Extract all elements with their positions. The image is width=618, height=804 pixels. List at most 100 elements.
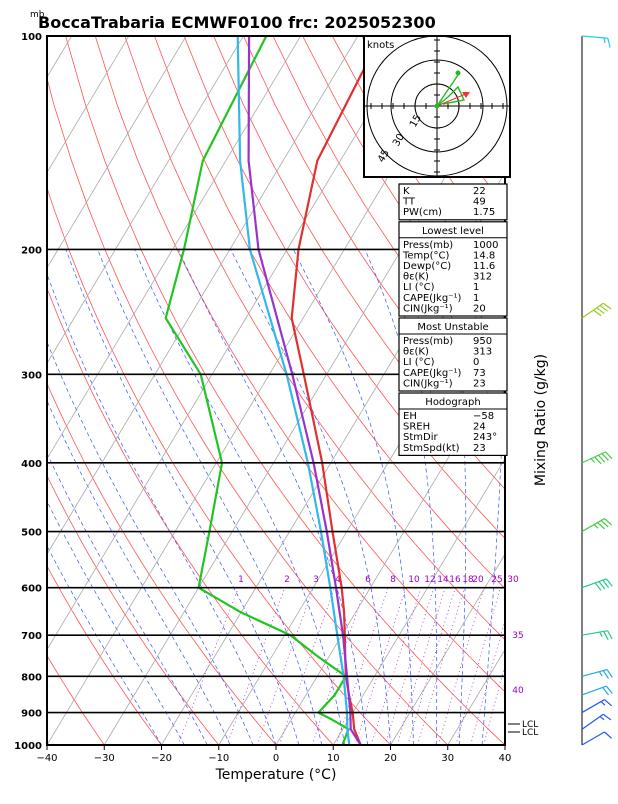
isotherm — [0, 36, 129, 745]
moist-adiabat — [38, 249, 276, 745]
barb-staff — [582, 732, 605, 745]
hodograph-table-header: Hodograph — [425, 397, 480, 408]
p-tick-label: 600 — [21, 584, 42, 595]
dry-adiabat — [510, 36, 618, 745]
hodograph-table-row-value: 243° — [473, 432, 497, 443]
barb-flag — [593, 310, 601, 316]
wind-barb — [582, 303, 611, 318]
mixing-ratio-label: 40 — [512, 686, 524, 696]
moist-adiabat — [0, 249, 207, 745]
mixing-ratio-label: 8 — [390, 575, 396, 585]
hodograph-table-row-label: StmDir — [403, 432, 438, 443]
lowest-level-row-label: Temp(°C) — [402, 250, 450, 261]
mixing-ratio-line — [178, 588, 239, 745]
pressure-unit-label: mb — [30, 10, 45, 20]
lowest-level-row-value: 1 — [473, 293, 479, 304]
moist-adiabat — [66, 249, 299, 745]
mixing-ratio-label: 14 — [437, 575, 449, 585]
indices-row-label: K — [403, 186, 410, 197]
dry-adiabat — [6, 36, 390, 745]
most-unstable-row-value: 0 — [473, 357, 479, 368]
lowest-level-row-value: 20 — [473, 303, 486, 314]
lowest-level-row-label: LI (°C) — [403, 282, 435, 293]
mixing-ratio-label: 6 — [365, 575, 371, 585]
mixing-ratio-line — [408, 588, 456, 745]
mixing-ratio-label: 35 — [512, 631, 523, 641]
hodograph-table-row-label: StmSpd(kt) — [403, 443, 460, 454]
barb-flag — [604, 631, 609, 639]
p-tick-label: 300 — [21, 370, 42, 381]
lowest-level-row-label: Press(mb) — [403, 240, 453, 251]
p-tick-label: 1000 — [14, 741, 42, 752]
mixing-ratio-line — [280, 588, 335, 745]
barb-flag — [605, 732, 612, 738]
x-tick-label: 40 — [499, 753, 512, 764]
lowest-level-row-label: θε(K) — [403, 272, 429, 283]
lowest-level-header: Lowest level — [422, 226, 484, 237]
wind-barb — [582, 714, 611, 729]
barb-flag — [597, 308, 605, 314]
series-parcel — [249, 36, 361, 745]
hodograph-point — [456, 71, 461, 76]
x-tick-label: −10 — [208, 753, 229, 764]
wind-barb — [582, 631, 612, 640]
most-unstable-row-value: 73 — [473, 368, 486, 379]
x-tick-label: 10 — [327, 753, 340, 764]
hodograph-unit: knots — [367, 40, 394, 51]
hodograph-table-row-value: 23 — [473, 443, 486, 454]
most-unstable-row-label: θε(K) — [403, 347, 429, 358]
mixing-ratio-label: 16 — [449, 575, 461, 585]
wind-barb — [582, 732, 612, 745]
p-tick-label: 500 — [21, 528, 42, 539]
mixing-ratio-label: 20 — [472, 575, 484, 585]
isotherm — [0, 36, 14, 745]
barb-flag — [605, 700, 612, 706]
lowest-level-row-label: Dewp(°C) — [403, 261, 451, 272]
most-unstable-row-label: LI (°C) — [403, 357, 435, 368]
most-unstable-header: Most Unstable — [417, 322, 488, 333]
indices-row-label: TT — [402, 197, 416, 208]
mixing-ratio-label: 1 — [238, 575, 244, 585]
wind-barb — [582, 452, 612, 464]
barb-flag — [600, 306, 608, 312]
x-tick-label: −20 — [151, 753, 172, 764]
barb-flag — [603, 714, 611, 720]
p-tick-label: 400 — [21, 459, 42, 470]
most-unstable-row-value: 23 — [473, 378, 486, 389]
barb-half — [600, 717, 604, 720]
hodograph-table-row-label: EH — [403, 411, 417, 422]
mixing-ratio-label: 12 — [424, 575, 435, 585]
indices-row-value: 1.75 — [473, 207, 495, 218]
mixing-ratio-label: 2 — [284, 575, 290, 585]
dry-adiabat — [569, 36, 618, 745]
barb-half — [604, 38, 605, 43]
wind-barb — [582, 579, 612, 591]
wind-barb — [582, 519, 612, 532]
lowest-level-row-value: 1000 — [473, 240, 498, 251]
most-unstable-row-label: Press(mb) — [403, 336, 453, 347]
barb-flag — [603, 303, 611, 309]
wind-barb — [582, 700, 612, 713]
hodograph-table-row-value: −58 — [473, 411, 494, 422]
hodograph-origin — [435, 104, 440, 109]
mixing-ratio-label: 3 — [313, 575, 319, 585]
p-tick-label: 200 — [21, 245, 42, 256]
moist-adiabat — [14, 249, 253, 745]
lowest-level-row-label: CIN(Jkg⁻¹) — [403, 303, 453, 314]
hodograph-table-row-label: SREH — [403, 422, 430, 433]
most-unstable-row-value: 313 — [473, 347, 492, 358]
dry-adiabat — [599, 36, 618, 745]
barb-flag — [608, 38, 610, 47]
lowest-level-row-value: 11.6 — [473, 261, 495, 272]
barb-half — [594, 525, 598, 529]
most-unstable-row-label: CIN(Jkg⁻¹) — [403, 378, 453, 389]
lowest-level-row-value: 14.8 — [473, 250, 495, 261]
mixing-ratio-axis-label: Mixing Ratio (g/kg) — [533, 354, 549, 486]
mixing-ratio-label: 30 — [507, 575, 519, 585]
x-tick-label: 0 — [273, 753, 279, 764]
p-tick-label: 800 — [21, 672, 42, 683]
moist-adiabat — [0, 249, 184, 745]
mixing-ratio-line — [418, 588, 465, 745]
